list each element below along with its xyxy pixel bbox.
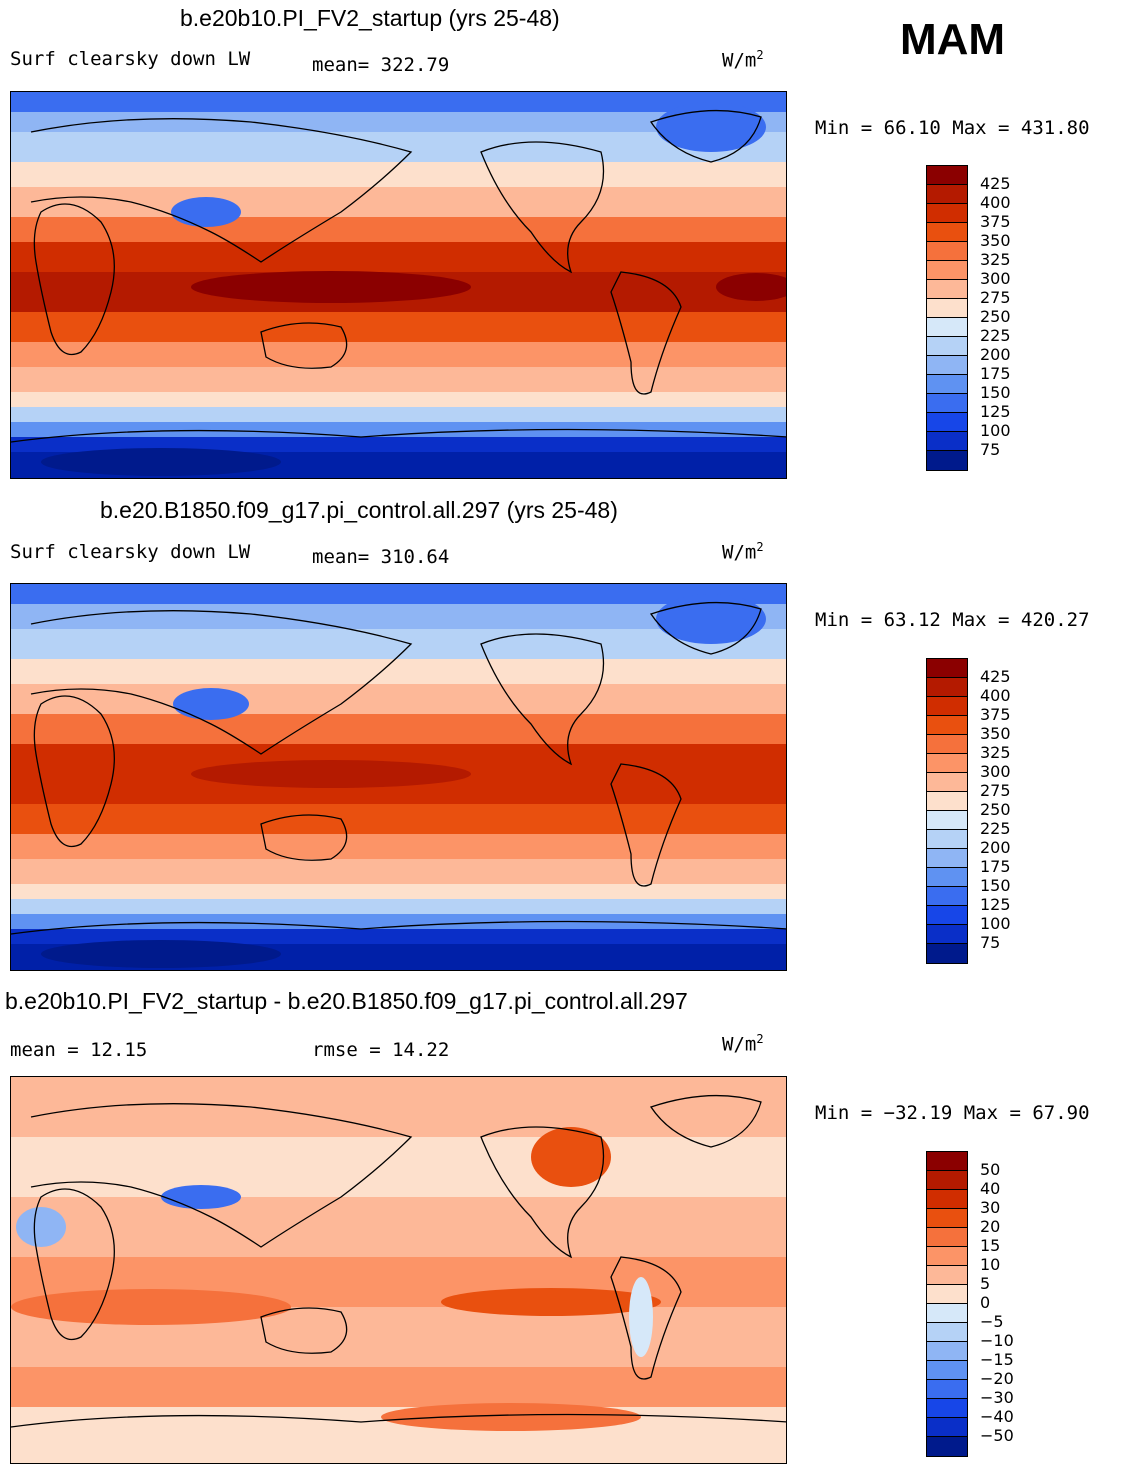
cbar-tick-label: 350 — [980, 231, 1011, 250]
cbar-tick-label: −40 — [980, 1407, 1014, 1426]
panel-3-minmax: Min = −32.19 Max = 67.90 — [815, 1102, 1090, 1124]
panel-3-units: W/m2 — [722, 1032, 764, 1056]
cbar-tick-label: 275 — [980, 288, 1011, 307]
panel-1-variable-label: Surf clearsky down LW — [10, 48, 251, 70]
cbar-tick-label: 30 — [980, 1198, 1001, 1217]
cbar-tick-label: 100 — [980, 421, 1011, 440]
panel-3-mean-label: mean = 12.15 — [10, 1039, 148, 1061]
cbar-tick-label: 325 — [980, 250, 1011, 269]
cbar-tick-label: 375 — [980, 212, 1011, 231]
cbar-tick-label: 125 — [980, 402, 1011, 421]
panel-1-minmax: Min = 66.10 Max = 431.80 — [815, 117, 1090, 139]
panel-1-map — [10, 91, 787, 479]
panel-2-mean-label: mean= 310.64 — [312, 546, 450, 568]
panel-2-variable-label: Surf clearsky down LW — [10, 541, 251, 563]
panel-3-title: b.e20b10.PI_FV2_startup - b.e20.B1850.f0… — [5, 988, 688, 1014]
cbar-tick-label: 125 — [980, 895, 1011, 914]
cbar-tick-label: 40 — [980, 1179, 1001, 1198]
panel-1-mean-label: mean= 322.79 — [312, 54, 450, 76]
cbar-tick-label: 75 — [980, 933, 1001, 952]
panel-2-minmax: Min = 63.12 Max = 420.27 — [815, 609, 1090, 631]
cbar-tick-label: 300 — [980, 762, 1011, 781]
cbar-tick-label: 250 — [980, 800, 1011, 819]
cbar-tick-label: 425 — [980, 174, 1011, 193]
panel-1-units: W/m2 — [722, 48, 764, 72]
cbar-tick-label: 150 — [980, 383, 1011, 402]
cbar-tick-label: −20 — [980, 1369, 1014, 1388]
cbar-tick-label: 15 — [980, 1236, 1001, 1255]
cbar-tick-label: 0 — [980, 1293, 991, 1312]
cbar-tick-label: −30 — [980, 1388, 1014, 1407]
cbar-tick-label: 5 — [980, 1274, 991, 1293]
cbar-tick-label: −10 — [980, 1331, 1014, 1350]
panel-3-rmse-label: rmse = 14.22 — [312, 1039, 450, 1061]
cbar-tick-label: 300 — [980, 269, 1011, 288]
cbar-tick-label: 20 — [980, 1217, 1001, 1236]
cbar-tick-label: 400 — [980, 686, 1011, 705]
cbar-tick-label: 75 — [980, 440, 1001, 459]
panel-2-colorbar — [926, 658, 968, 964]
cbar-tick-label: 150 — [980, 876, 1011, 895]
cbar-tick-label: 175 — [980, 857, 1011, 876]
cbar-tick-label: 225 — [980, 819, 1011, 838]
cbar-tick-label: 425 — [980, 667, 1011, 686]
panel-2-title: b.e20.B1850.f09_g17.pi_control.all.297 (… — [100, 497, 618, 523]
cbar-tick-label: −50 — [980, 1426, 1014, 1445]
cbar-tick-label: 50 — [980, 1160, 1001, 1179]
cbar-tick-label: −5 — [980, 1312, 1004, 1331]
panel-1-title: b.e20b10.PI_FV2_startup (yrs 25-48) — [180, 5, 560, 31]
cbar-tick-label: 400 — [980, 193, 1011, 212]
panel-2-units: W/m2 — [722, 540, 764, 564]
cbar-tick-label: 250 — [980, 307, 1011, 326]
cbar-tick-label: 100 — [980, 914, 1011, 933]
cbar-tick-label: 275 — [980, 781, 1011, 800]
panel-3-map — [10, 1076, 787, 1464]
cbar-tick-label: 200 — [980, 345, 1011, 364]
season-label: MAM — [900, 15, 1006, 64]
panel-2-map — [10, 583, 787, 971]
cbar-tick-label: 375 — [980, 705, 1011, 724]
cbar-tick-label: −15 — [980, 1350, 1014, 1369]
cbar-tick-label: 10 — [980, 1255, 1001, 1274]
cbar-tick-label: 325 — [980, 743, 1011, 762]
panel-3-colorbar — [926, 1151, 968, 1457]
cbar-tick-label: 225 — [980, 326, 1011, 345]
cbar-tick-label: 350 — [980, 724, 1011, 743]
cbar-tick-label: 200 — [980, 838, 1011, 857]
cbar-tick-label: 175 — [980, 364, 1011, 383]
panel-1-colorbar — [926, 165, 968, 471]
